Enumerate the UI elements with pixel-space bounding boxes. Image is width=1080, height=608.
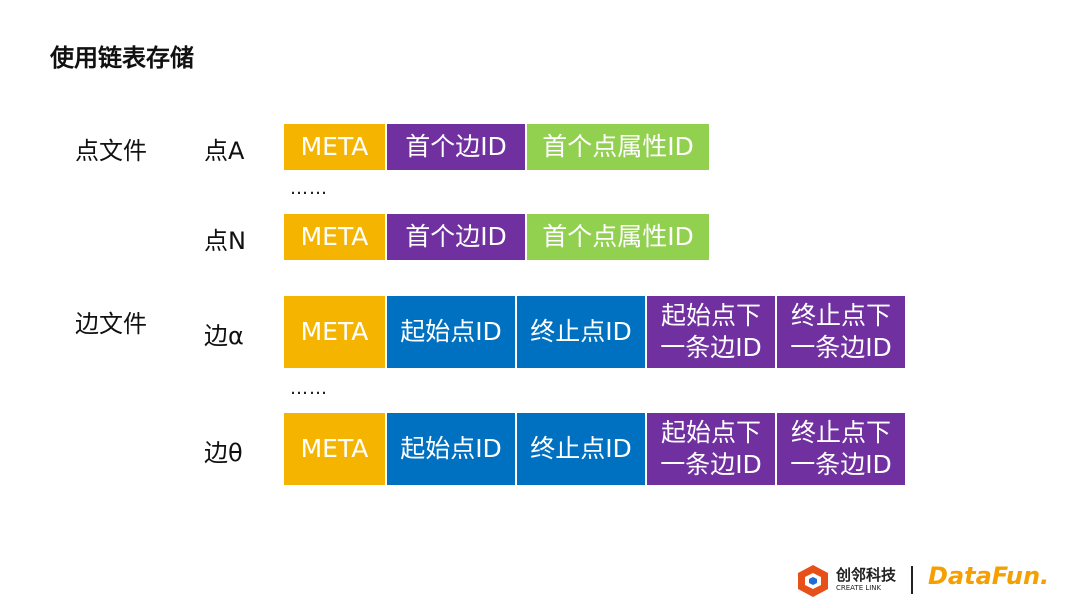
field-box: 首个边ID xyxy=(387,124,525,170)
field-box: 起始点下一条边ID xyxy=(647,296,775,368)
row-label: 边θ xyxy=(204,439,243,467)
field-text: 起始点下 xyxy=(660,418,761,447)
field-box: META xyxy=(284,124,385,170)
field-text: 起始点下 xyxy=(660,301,761,330)
row-label: 点N xyxy=(204,227,246,255)
brand-en: CREATE LINK xyxy=(836,584,882,592)
field-box: 首个点属性ID xyxy=(527,124,709,170)
field-text: META xyxy=(300,317,369,346)
ellipsis: …… xyxy=(290,378,328,399)
field-box: 起始点ID xyxy=(387,413,515,485)
divider xyxy=(911,566,913,594)
field-text: 终止点下 xyxy=(790,301,891,330)
field-box: 终止点下一条边ID xyxy=(777,413,905,485)
logos: 创邻科技 CREATE LINK DataFun. xyxy=(796,562,1066,598)
field-box: 终止点ID xyxy=(517,413,645,485)
field-text: 起始点ID xyxy=(400,434,502,463)
field-box: 起始点下一条边ID xyxy=(647,413,775,485)
field-box: META xyxy=(284,413,385,485)
field-text: 一条边ID xyxy=(790,333,892,362)
brand-icon xyxy=(798,565,828,597)
field-text: 终止点ID xyxy=(530,434,632,463)
field-box: 首个点属性ID xyxy=(527,214,709,260)
field-box: 首个边ID xyxy=(387,214,525,260)
field-text: 首个点属性ID xyxy=(542,222,694,251)
field-text: META xyxy=(300,434,369,463)
field-text: 终止点下 xyxy=(790,418,891,447)
field-box: META xyxy=(284,296,385,368)
field-text: 首个边ID xyxy=(405,132,507,161)
section-label: 边文件 xyxy=(75,310,147,338)
field-box: 起始点ID xyxy=(387,296,515,368)
field-text: META xyxy=(300,222,369,251)
brand-name: 创邻科技 xyxy=(836,566,897,584)
field-box: 终止点ID xyxy=(517,296,645,368)
field-text: 首个点属性ID xyxy=(542,132,694,161)
row-label: 点A xyxy=(204,137,245,165)
row-label: 边α xyxy=(204,322,244,350)
field-box: 终止点下一条边ID xyxy=(777,296,905,368)
title: 使用链表存储 xyxy=(50,44,194,72)
partner-logo: DataFun. xyxy=(928,562,1050,590)
field-text: 起始点ID xyxy=(400,317,502,346)
ellipsis: …… xyxy=(290,178,328,199)
field-text: 首个边ID xyxy=(405,222,507,251)
field-text: 一条边ID xyxy=(790,450,892,479)
field-box: META xyxy=(284,214,385,260)
field-text: 一条边ID xyxy=(660,450,762,479)
field-text: META xyxy=(300,132,369,161)
field-text: 一条边ID xyxy=(660,333,762,362)
field-text: 终止点ID xyxy=(530,317,632,346)
section-label: 点文件 xyxy=(75,137,147,165)
